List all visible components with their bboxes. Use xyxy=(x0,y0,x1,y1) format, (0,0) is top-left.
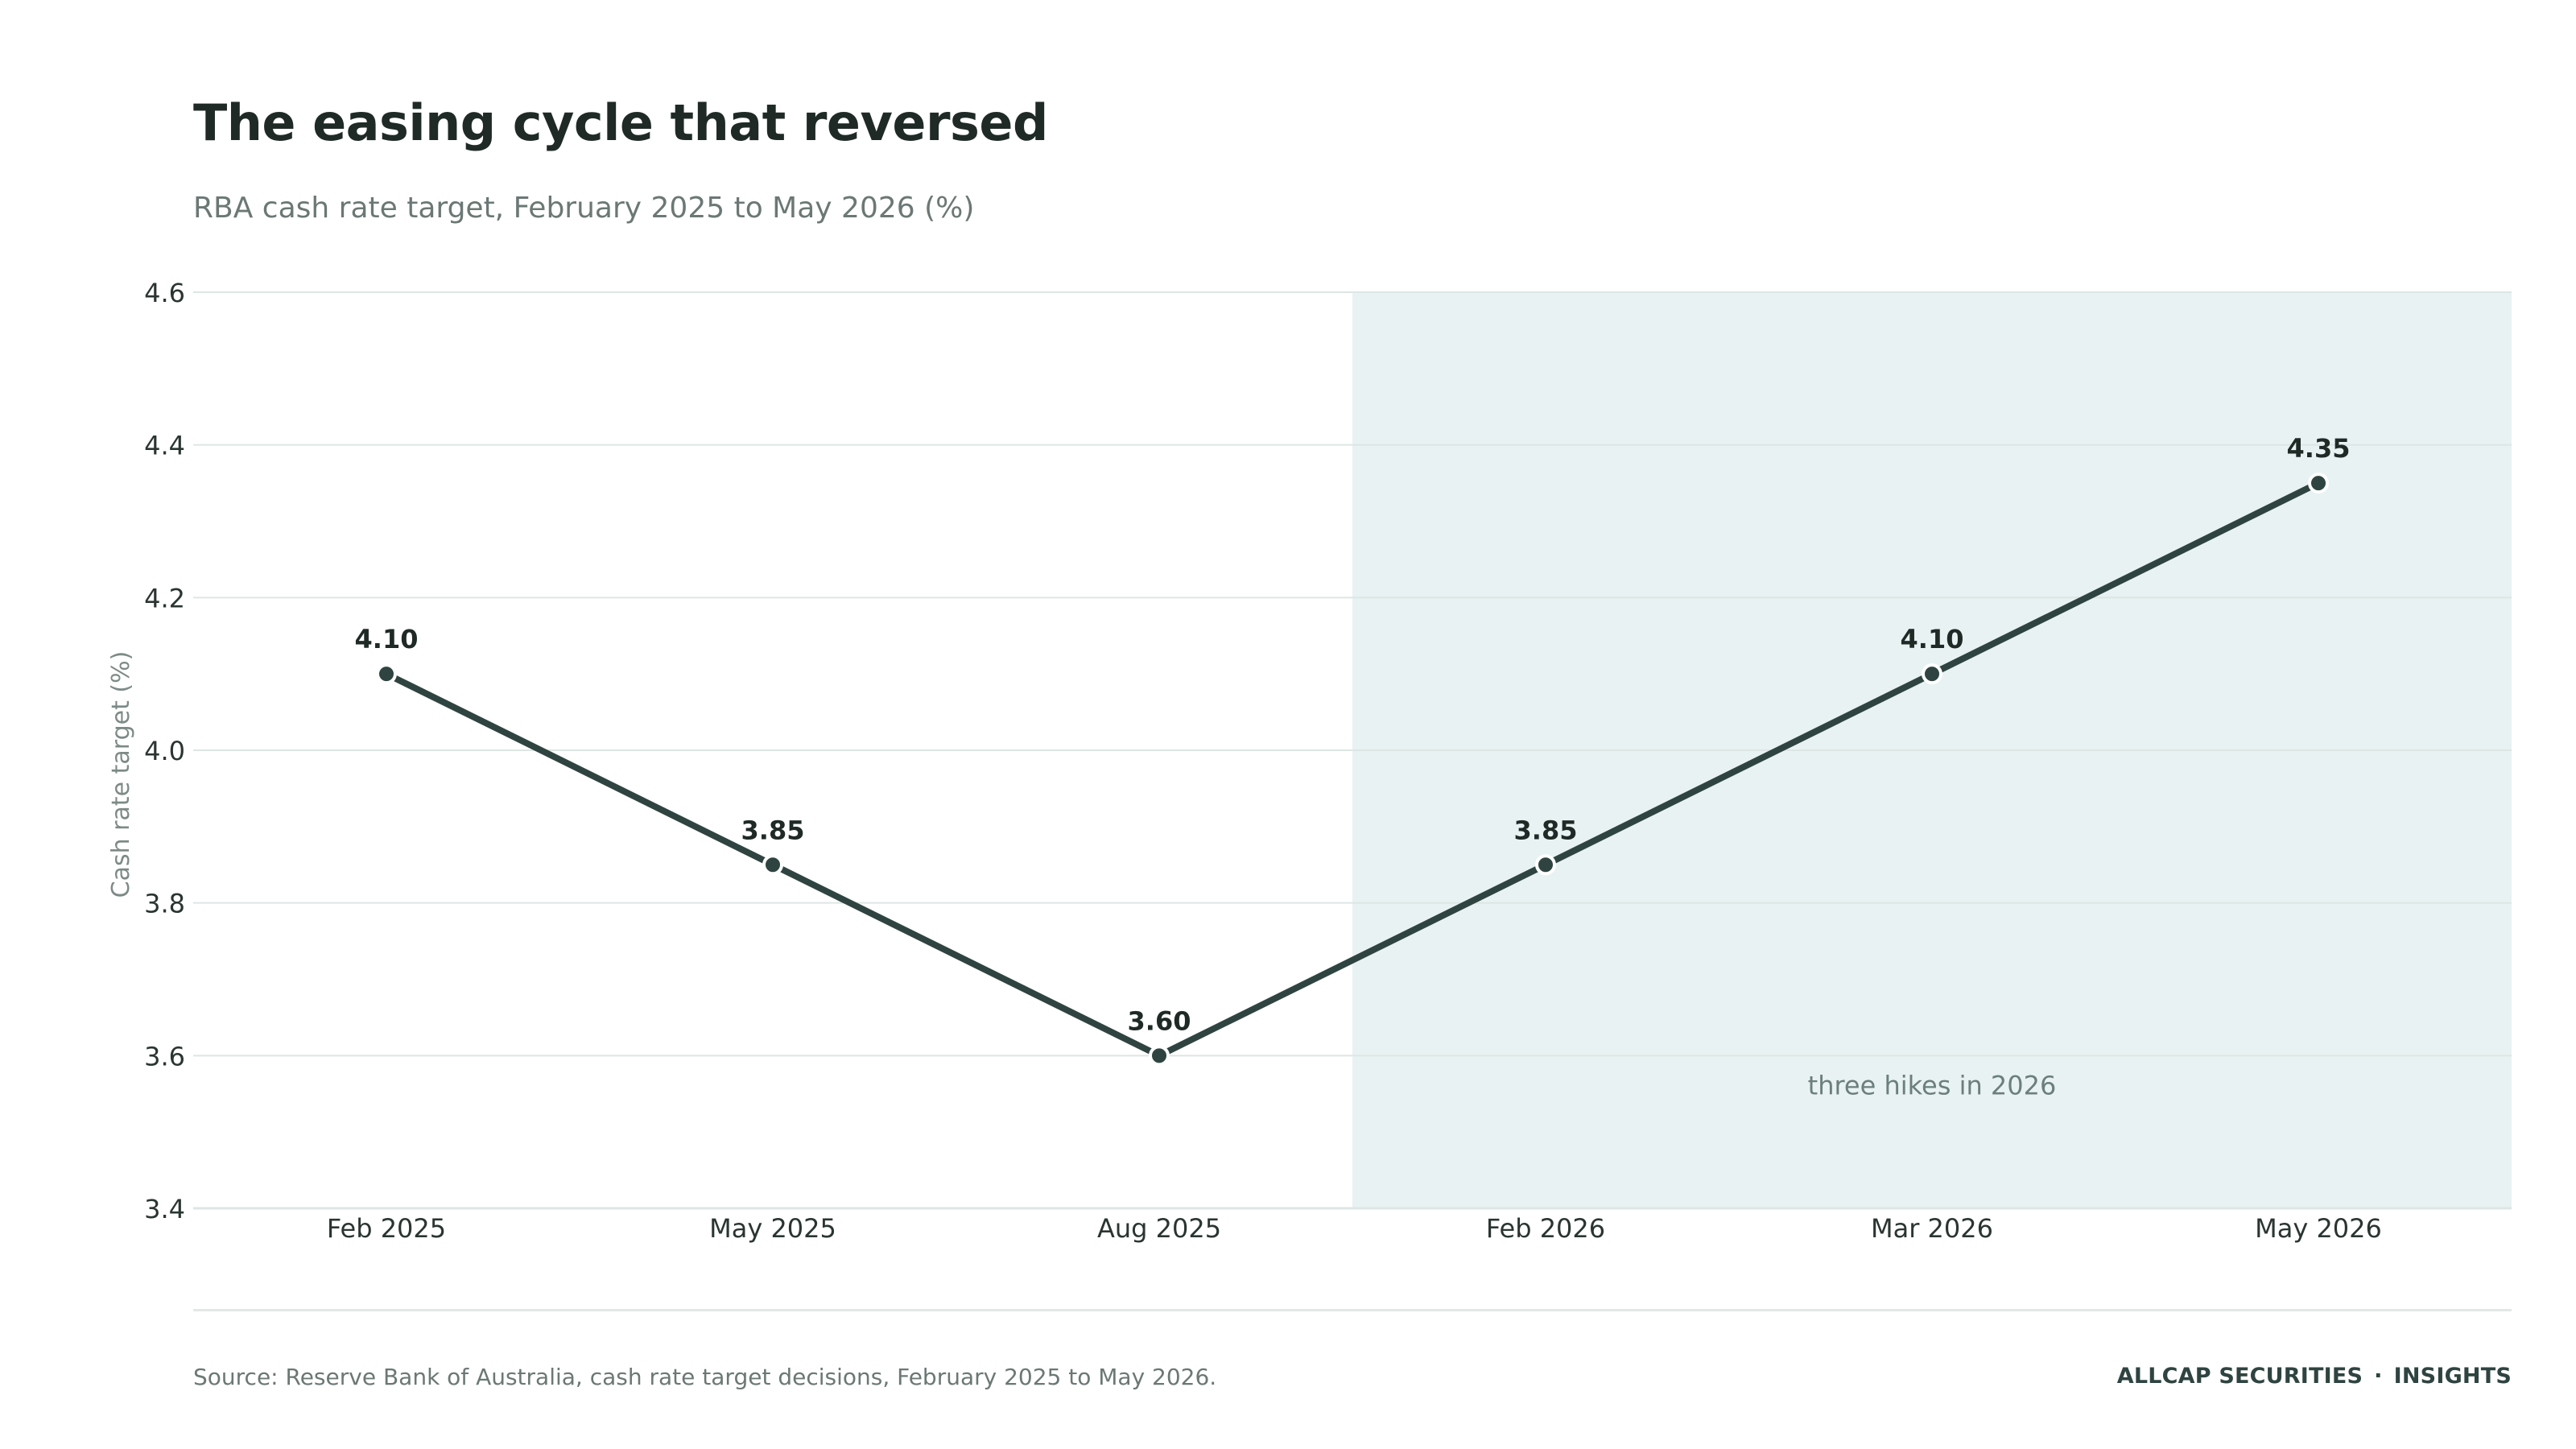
y-tick-label: 4.0 xyxy=(144,736,185,766)
data-point xyxy=(1535,854,1556,876)
series-line xyxy=(383,480,2322,1059)
data-point xyxy=(2308,473,2329,494)
x-tick-label: Mar 2026 xyxy=(1871,1213,1993,1244)
x-tick-label: May 2026 xyxy=(2255,1213,2382,1244)
brand-label: ALLCAP SECURITIES · INSIGHTS xyxy=(2117,1364,2512,1389)
data-label: 3.85 xyxy=(1514,815,1578,845)
source-note: Source: Reserve Bank of Australia, cash … xyxy=(193,1364,1217,1390)
chart-title: The easing cycle that reversed xyxy=(193,93,1048,152)
y-tick-label: 4.2 xyxy=(144,583,185,613)
data-point xyxy=(762,854,783,876)
y-axis-label: Cash rate target (%) xyxy=(107,651,135,898)
data-point xyxy=(376,663,397,685)
brand-name: ALLCAP SECURITIES xyxy=(2116,1364,2363,1389)
x-tick-label: Feb 2026 xyxy=(1486,1213,1605,1244)
y-tick-label: 4.6 xyxy=(144,278,185,308)
data-label: 3.85 xyxy=(741,815,805,845)
data-label: 4.35 xyxy=(2287,433,2351,464)
footer-divider xyxy=(193,1309,2512,1311)
x-tick-label: Aug 2025 xyxy=(1097,1213,1221,1244)
data-point xyxy=(1149,1045,1170,1067)
brand-section: INSIGHTS xyxy=(2393,1364,2512,1389)
y-tick-label: 3.8 xyxy=(144,889,185,919)
data-point xyxy=(1922,663,1942,685)
y-tick-label: 3.4 xyxy=(144,1194,185,1224)
data-label: 4.10 xyxy=(1901,624,1964,654)
brand-separator: · xyxy=(2374,1364,2383,1389)
data-label: 4.10 xyxy=(355,624,419,654)
data-label: 3.60 xyxy=(1128,1005,1191,1036)
band-annotation: three hikes in 2026 xyxy=(1808,1070,2057,1100)
chart-subtitle: RBA cash rate target, February 2025 to M… xyxy=(193,192,975,225)
y-tick-label: 3.6 xyxy=(144,1041,185,1071)
x-tick-label: May 2025 xyxy=(709,1213,836,1244)
y-tick-label: 4.4 xyxy=(144,431,185,461)
x-tick-label: Feb 2025 xyxy=(327,1213,446,1244)
